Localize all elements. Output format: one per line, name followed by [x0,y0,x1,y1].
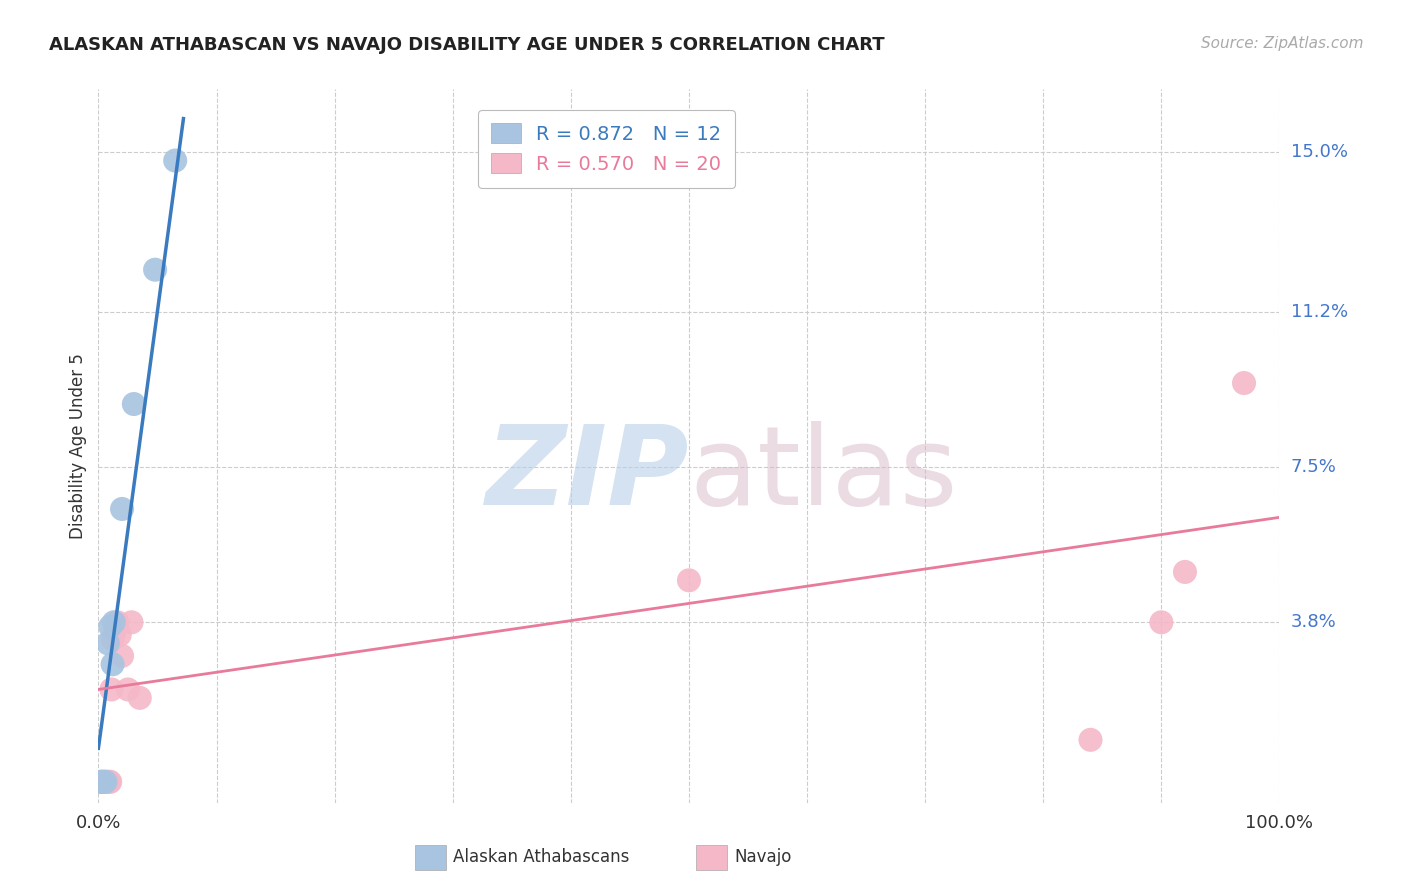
Text: ALASKAN ATHABASCAN VS NAVAJO DISABILITY AGE UNDER 5 CORRELATION CHART: ALASKAN ATHABASCAN VS NAVAJO DISABILITY … [49,36,884,54]
Point [1174,565,1197,579]
Text: 11.2%: 11.2% [1291,302,1348,321]
Text: Source: ZipAtlas.com: Source: ZipAtlas.com [1201,36,1364,51]
Point [121,615,143,630]
Point [94,774,117,789]
Point [91,774,114,789]
Text: 7.5%: 7.5% [1291,458,1337,476]
Point [122,397,145,411]
Point [90,774,112,789]
Y-axis label: Disability Age Under 5: Disability Age Under 5 [69,353,87,539]
Point [108,628,131,642]
Legend: R = 0.872   N = 12, R = 0.570   N = 20: R = 0.872 N = 12, R = 0.570 N = 20 [478,110,735,187]
Point [104,624,127,638]
Point [98,774,121,789]
Point [111,502,134,516]
Text: atlas: atlas [689,421,957,528]
Point [91,774,114,789]
Point [96,774,118,789]
Point [90,774,112,789]
Point [97,636,120,650]
Point [111,648,134,663]
Point [1233,376,1256,390]
Point [98,619,121,633]
Point [1080,732,1102,747]
Point [98,774,121,789]
Text: Alaskan Athabascans: Alaskan Athabascans [453,848,628,866]
Point [165,153,187,168]
Point [103,615,125,630]
Point [94,774,117,789]
Point [678,574,700,588]
Point [100,682,122,697]
Point [117,682,139,697]
Point [128,690,150,705]
Point [105,615,128,630]
Point [91,774,114,789]
Point [1150,615,1173,630]
Text: 3.8%: 3.8% [1291,614,1336,632]
Point [101,632,124,646]
Text: Navajo: Navajo [734,848,792,866]
Point [143,262,166,277]
Text: 15.0%: 15.0% [1291,143,1347,161]
Text: ZIP: ZIP [485,421,689,528]
Point [101,657,124,672]
